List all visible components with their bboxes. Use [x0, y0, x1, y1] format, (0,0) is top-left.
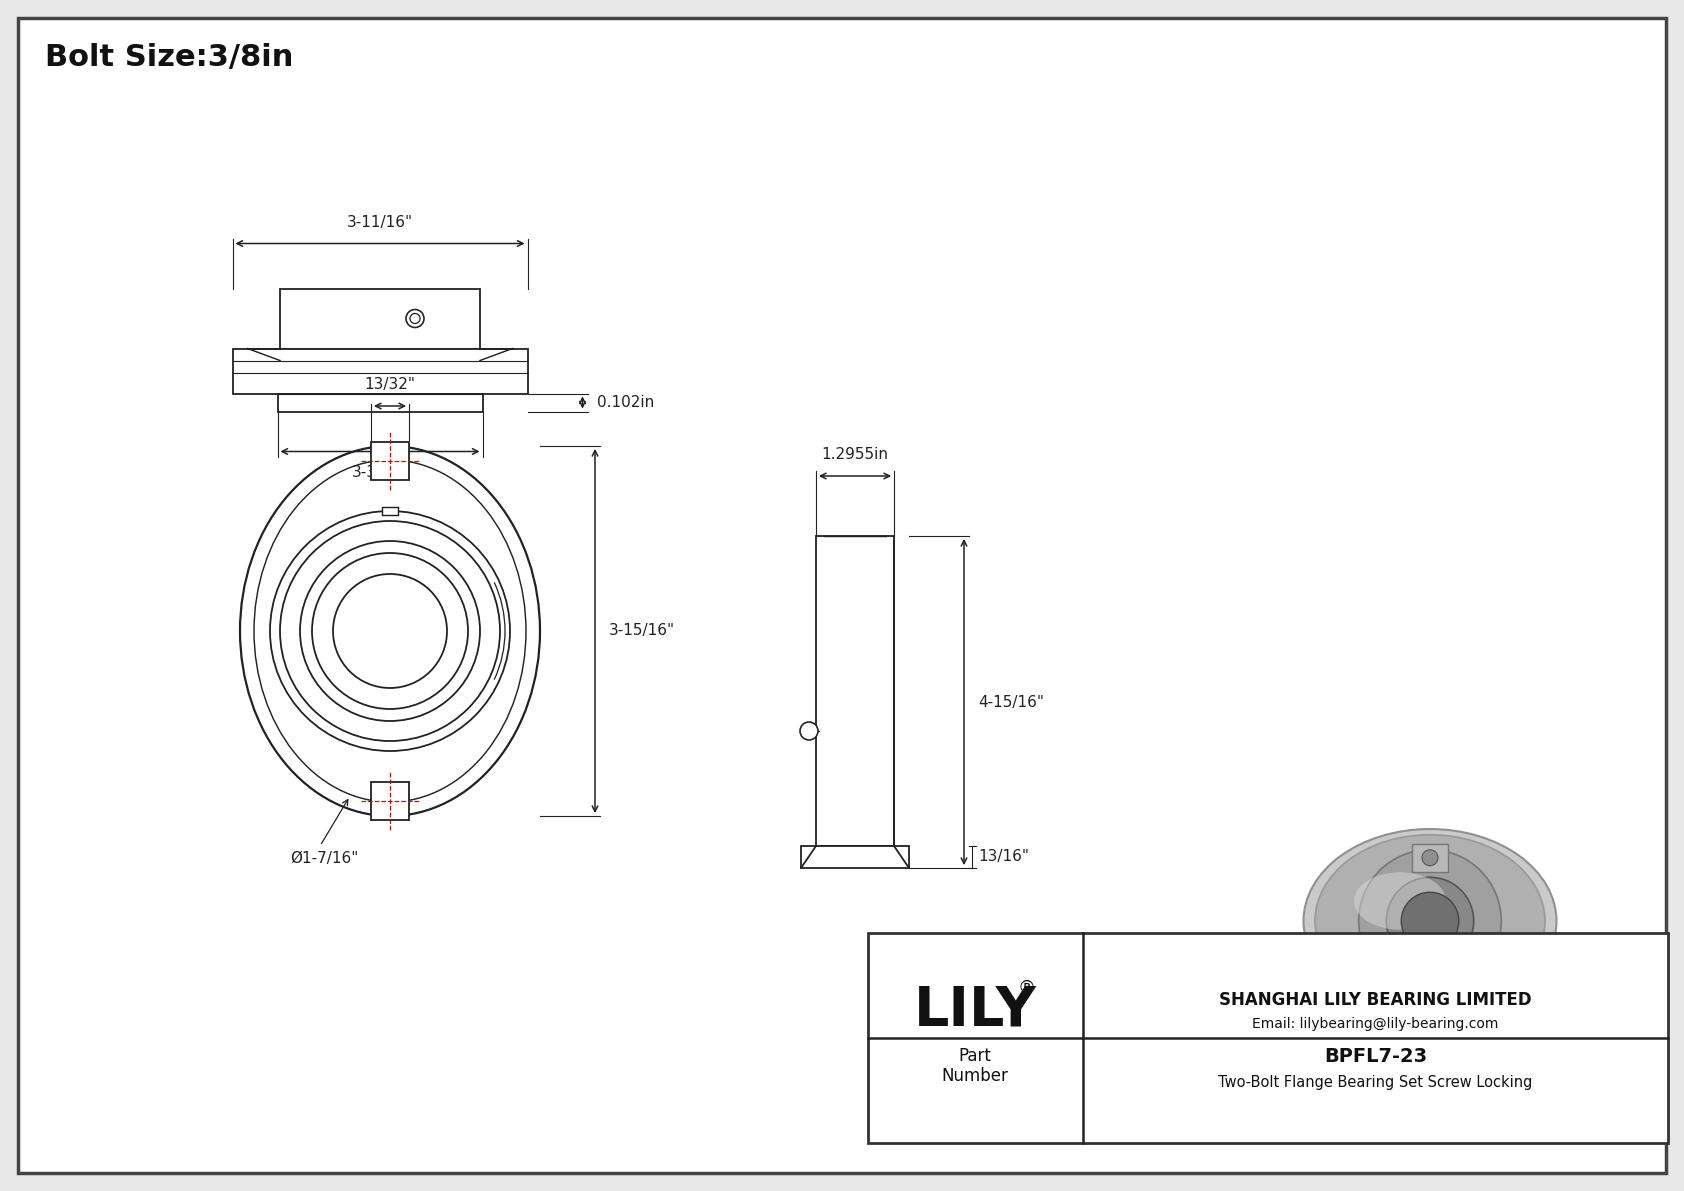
Text: 1.2955in: 1.2955in	[822, 447, 889, 462]
Circle shape	[1421, 849, 1438, 866]
Bar	[867, 933, 1667, 1143]
Text: Bolt Size:3/8in: Bolt Size:3/8in	[45, 43, 293, 71]
Bar	[802, 846, 909, 868]
Ellipse shape	[241, 445, 541, 816]
Text: Email: lilybearing@lily-bearing.com: Email: lilybearing@lily-bearing.com	[1253, 1017, 1499, 1031]
Text: Ø1-7/16": Ø1-7/16"	[290, 852, 359, 866]
Bar	[1411, 843, 1448, 872]
Bar	[382, 507, 397, 515]
Bar	[370, 782, 409, 819]
Text: 3-15/16": 3-15/16"	[610, 624, 675, 638]
Text: 0.102in: 0.102in	[596, 395, 653, 410]
Ellipse shape	[1315, 835, 1544, 1008]
Circle shape	[406, 310, 424, 328]
Circle shape	[1359, 849, 1502, 992]
Text: ®: ®	[1019, 979, 1036, 997]
Bar	[232, 349, 527, 393]
Bar	[278, 393, 483, 412]
Circle shape	[800, 722, 818, 740]
Bar	[1411, 971, 1448, 998]
Ellipse shape	[1354, 872, 1447, 930]
Text: Part
Number: Part Number	[941, 1047, 1009, 1085]
Text: 13/32": 13/32"	[364, 378, 416, 392]
Text: 3-11/16": 3-11/16"	[347, 214, 413, 230]
Text: 13/16": 13/16"	[978, 849, 1029, 865]
Bar	[370, 442, 409, 480]
Text: 3-3/16": 3-3/16"	[352, 466, 408, 480]
Text: BPFL7-23: BPFL7-23	[1324, 1047, 1426, 1066]
Text: SHANGHAI LILY BEARING LIMITED: SHANGHAI LILY BEARING LIMITED	[1219, 991, 1532, 1009]
Bar	[817, 536, 894, 846]
Circle shape	[1386, 878, 1474, 965]
Text: Two-Bolt Flange Bearing Set Screw Locking: Two-Bolt Flange Bearing Set Screw Lockin…	[1218, 1074, 1532, 1090]
Text: 4-15/16": 4-15/16"	[978, 694, 1044, 710]
Text: LILY: LILY	[913, 983, 1036, 1037]
Bar	[280, 288, 480, 349]
Ellipse shape	[1303, 829, 1556, 1014]
Circle shape	[1401, 892, 1458, 949]
Circle shape	[1421, 977, 1438, 992]
